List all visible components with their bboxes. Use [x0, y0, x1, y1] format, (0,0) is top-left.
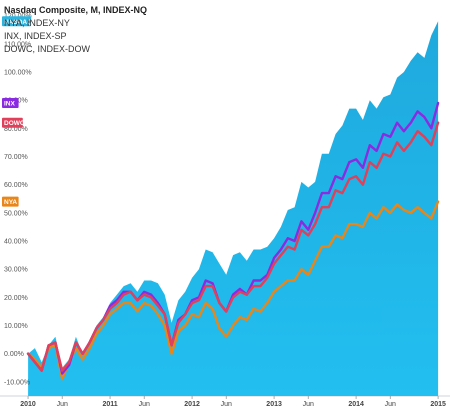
- badge-box: [2, 16, 32, 27]
- x-tick-label: Jun: [221, 401, 232, 408]
- x-tick-label: Jun: [385, 401, 396, 408]
- x-tick-label: 2015: [430, 401, 446, 408]
- badge-nasdaq: NASDAQ: [2, 16, 32, 27]
- y-tick-label: 0.00%: [4, 351, 24, 358]
- badge-label: NASDAQ: [4, 19, 32, 26]
- y-tick-label: 100.00%: [4, 69, 32, 76]
- legend-entry-nya[interactable]: NYA, INDEX-NY: [4, 18, 70, 28]
- badge-nya: NYA: [2, 196, 19, 207]
- x-tick-label: 2011: [102, 401, 117, 408]
- badge-label: DOWC: [4, 120, 25, 127]
- x-tick-label: Jun: [139, 401, 150, 408]
- chart-title: Nasdaq Composite, M, INDEX-NQ: [4, 5, 148, 15]
- y-tick-label: 60.00%: [4, 182, 28, 189]
- y-tick-label: 80.00%: [4, 126, 28, 133]
- y-tick-label: 110.00%: [4, 41, 31, 48]
- legend: Nasdaq Composite, M, INDEX-NQ NYA, INDEX…: [4, 4, 147, 56]
- x-tick-label: 2012: [184, 401, 200, 408]
- y-tick-label: 50.00%: [4, 210, 28, 217]
- x-tick-label: 2010: [20, 401, 36, 408]
- y-tick-label: -10.00%: [4, 379, 30, 386]
- legend-entry-inx[interactable]: INX, INDEX-SP: [4, 31, 67, 41]
- lines-layer: [26, 101, 440, 381]
- value-badges: NASDAQ INX DOWC NYA: [2, 16, 32, 207]
- x-tick-label: Jun: [303, 401, 314, 408]
- badge-box: [2, 196, 19, 207]
- badge-label: NYA: [4, 199, 17, 206]
- badge-dowc: DOWC: [2, 117, 25, 128]
- x-axis-ticks: 2010 Jun 2011 Jun 2012 Jun 2013 Jun 2014 Jun 2015: [20, 396, 446, 408]
- badge-inx: INX: [2, 97, 19, 108]
- badge-label: INX: [4, 100, 16, 107]
- series-line-nya: [26, 200, 440, 381]
- x-tick-label: 2013: [266, 401, 282, 408]
- y-tick-label: 10.00%: [4, 323, 28, 330]
- series-line-dowc: [26, 121, 440, 372]
- y-tick-label: 70.00%: [4, 154, 28, 161]
- y-tick-label: 20.00%: [4, 295, 28, 302]
- badge-box: [2, 97, 19, 108]
- y-tick-label: 40.00%: [4, 239, 28, 246]
- x-tick-label: Jun: [57, 401, 68, 408]
- badge-box: [2, 117, 23, 128]
- y-tick-label: 30.00%: [4, 267, 28, 274]
- x-tick-label: 2014: [348, 401, 364, 408]
- legend-entry-dowc[interactable]: DOWC, INDEX-DOW: [4, 44, 90, 54]
